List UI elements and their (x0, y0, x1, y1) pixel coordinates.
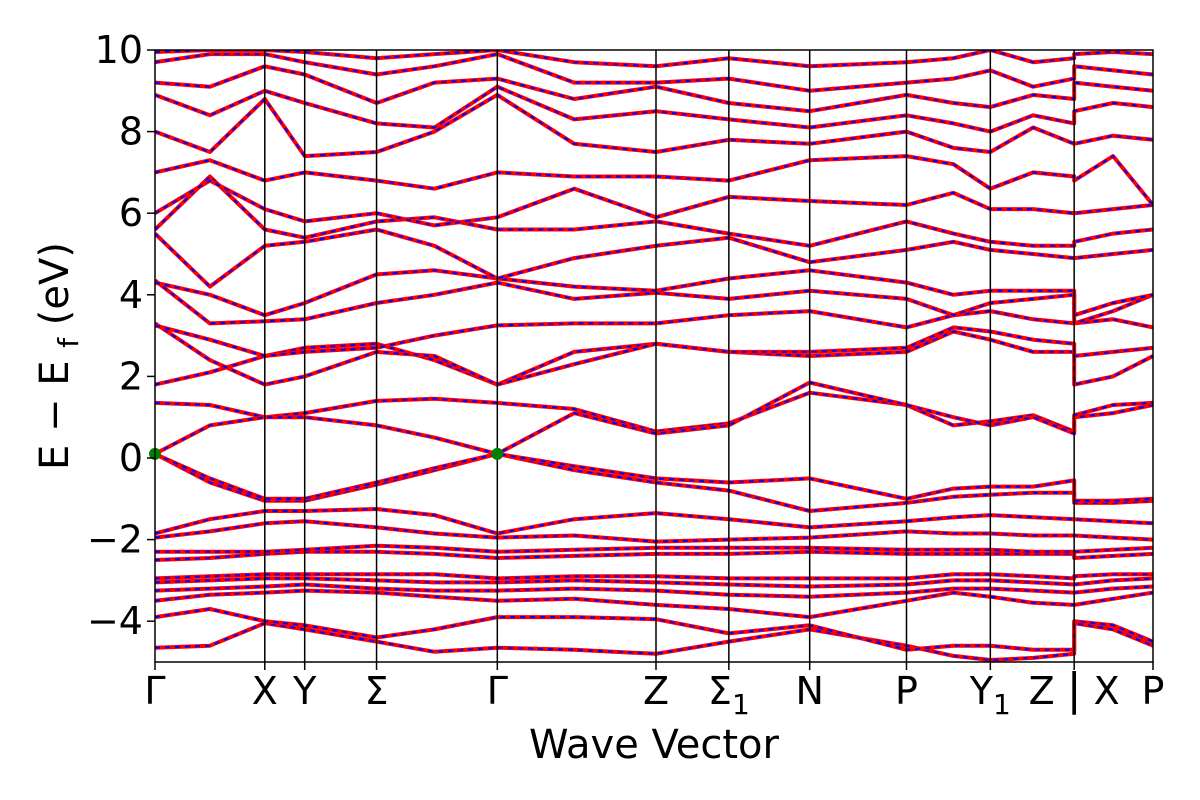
x-tick-label: P (1142, 669, 1165, 713)
band-16-dashed (155, 310, 1153, 358)
x-tick-label: P (895, 669, 918, 713)
x-tick-label: N (795, 669, 823, 713)
band-9-dashed (155, 507, 1153, 535)
x-tick-label: Z | X (1029, 664, 1120, 715)
x-axis-ticks: Γ X Y Σ Γ Z Σ1 N P Y1 Z | X P (144, 662, 1164, 721)
x-tick-label: Γ (487, 669, 508, 713)
y-tick-label: 0 (119, 436, 143, 480)
plot-frame (154, 49, 1154, 663)
band-7-dashed (155, 544, 1153, 553)
x-tick-label: Y1 (969, 669, 1011, 721)
y-axis-title-main: E − E (32, 360, 78, 470)
y-tick-label: 2 (119, 354, 143, 398)
x-tick-label: Z (643, 669, 669, 713)
band-23-dashed (155, 93, 1153, 158)
x-tick-label: Γ (144, 669, 165, 713)
band-19-dashed (155, 228, 1153, 288)
y-axis-title: E − E f (eV) (32, 242, 88, 470)
y-tick-label: 10 (95, 28, 143, 72)
high-symmetry-lines (264, 50, 1075, 662)
y-tick-label: 8 (119, 110, 143, 154)
gamma-marker-1 (491, 447, 504, 460)
markers-layer (149, 447, 504, 460)
y-axis-ticks: 10 8 6 4 2 0 −2 −4 (87, 28, 155, 643)
band-21-dashed (155, 179, 1153, 227)
y-tick-label: 4 (119, 273, 143, 317)
y-tick-label: −2 (87, 518, 143, 562)
band-8-dashed (155, 520, 1153, 543)
band-2-dashed (155, 589, 1153, 619)
y-axis-title-sub: f (52, 337, 85, 348)
band-3-dashed (155, 583, 1153, 598)
y-tick-label: −4 (87, 599, 143, 643)
band-4-dashed (155, 577, 1153, 588)
y-tick-label: 6 (119, 191, 143, 235)
x-tick-label: Y (292, 669, 317, 713)
y-axis-title-unit: (eV) (32, 242, 78, 325)
x-tick-label: Σ (365, 669, 389, 713)
x-tick-label: Σ1 (708, 669, 750, 721)
x-tick-label: X (252, 669, 278, 713)
x-axis-title: Wave Vector (529, 722, 780, 768)
